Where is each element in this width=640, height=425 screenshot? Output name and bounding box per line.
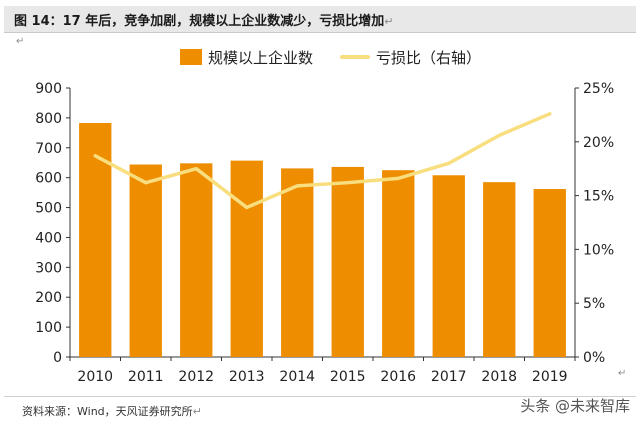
bar xyxy=(483,182,516,357)
bar xyxy=(432,175,465,357)
bar xyxy=(180,163,213,357)
source-note: 资料来源：Wind，天风证券研究所 xyxy=(22,405,193,418)
bar xyxy=(331,166,364,357)
figure-title-band: 图 14：17 年后，竞争加剧，规模以上企业数减少，亏损比增加↵ xyxy=(4,6,636,33)
legend-bar-label: 规模以上企业数 xyxy=(208,49,313,67)
loss-ratio-line xyxy=(93,112,552,210)
left-axis-tick-label: 400 xyxy=(35,230,62,246)
right-axis-tick-label: 20% xyxy=(583,135,614,151)
right-axis-tick-label: 15% xyxy=(583,189,614,205)
paragraph-mark-icon: ↵ xyxy=(16,36,25,47)
bar xyxy=(382,170,415,357)
x-axis-tick-label: 2018 xyxy=(481,369,517,385)
left-axis-tick-label: 700 xyxy=(35,141,62,157)
line-point xyxy=(548,112,552,116)
bar xyxy=(230,160,263,357)
x-axis-tick-label: 2017 xyxy=(431,369,467,385)
line-point xyxy=(346,181,350,185)
right-axis-tick-label: 0% xyxy=(583,350,605,366)
line-point xyxy=(144,181,148,185)
bar xyxy=(79,122,112,357)
left-axis-tick-label: 300 xyxy=(35,260,62,276)
right-axis-tick-label: 10% xyxy=(583,242,614,258)
x-axis-tick-label: 2013 xyxy=(229,369,265,385)
paragraph-mark-icon: ↵ xyxy=(618,368,627,379)
legend-bar-swatch xyxy=(180,49,202,65)
line-point xyxy=(295,184,299,188)
watermark: 头条 @未来智库 xyxy=(520,397,630,415)
bar xyxy=(129,164,162,357)
left-axis-tick-label: 0 xyxy=(53,350,62,366)
bar xyxy=(533,189,566,357)
left-axis-tick-label: 100 xyxy=(35,320,62,336)
right-axis-tick-label: 25% xyxy=(583,81,614,97)
figure-title: 图 14：17 年后，竞争加剧，规模以上企业数减少，亏损比增加 xyxy=(14,14,385,29)
left-axis-tick-label: 200 xyxy=(35,290,62,306)
line-point xyxy=(194,167,198,171)
line-point xyxy=(396,176,400,180)
paragraph-mark-icon: ↵ xyxy=(384,15,394,28)
x-axis-tick-label: 2015 xyxy=(330,369,366,385)
x-axis-tick-label: 2019 xyxy=(532,369,568,385)
paragraph-mark-icon: ↵ xyxy=(192,405,202,418)
left-axis-tick-label: 900 xyxy=(35,81,62,97)
x-axis-tick-label: 2010 xyxy=(77,369,113,385)
x-axis-tick-label: 2011 xyxy=(128,369,164,385)
x-axis-tick-label: 2014 xyxy=(279,369,315,385)
line-point xyxy=(93,154,97,158)
left-axis-tick-label: 800 xyxy=(35,111,62,127)
x-axis-tick-label: 2016 xyxy=(380,369,416,385)
left-axis-tick-label: 600 xyxy=(35,171,62,187)
bar xyxy=(281,168,314,357)
line-point xyxy=(245,205,249,209)
line-point xyxy=(497,133,501,137)
left-axis-tick-label: 500 xyxy=(35,201,62,217)
right-axis-tick-label: 5% xyxy=(583,296,605,312)
line-point xyxy=(447,161,451,165)
footer-divider xyxy=(4,396,636,397)
x-axis-tick-label: 2012 xyxy=(178,369,214,385)
legend-line-label: 亏损比（右轴） xyxy=(376,49,481,67)
